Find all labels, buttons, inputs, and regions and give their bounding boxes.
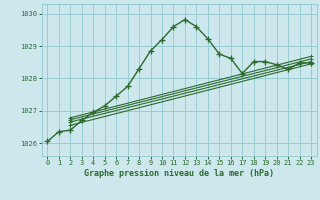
X-axis label: Graphe pression niveau de la mer (hPa): Graphe pression niveau de la mer (hPa) [84,169,274,178]
